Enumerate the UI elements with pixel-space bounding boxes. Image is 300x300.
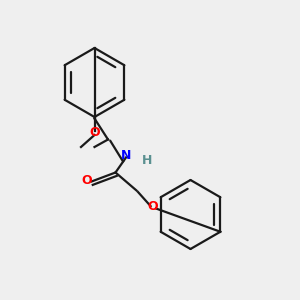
Text: H: H <box>142 154 152 167</box>
Text: N: N <box>121 149 131 162</box>
Text: O: O <box>82 173 92 187</box>
Text: O: O <box>148 200 158 214</box>
Text: O: O <box>89 125 100 139</box>
